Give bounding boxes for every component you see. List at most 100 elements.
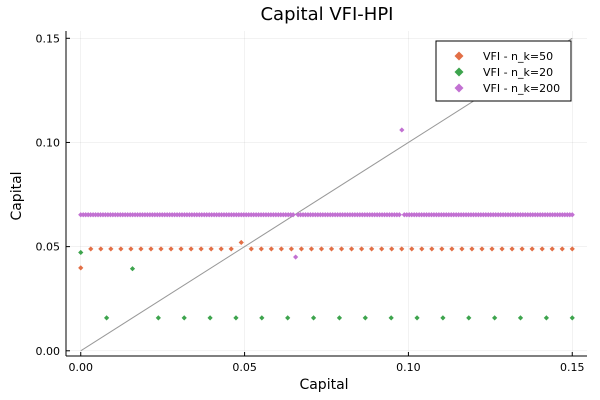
x-tick-label-0: 0.00 [68, 361, 93, 374]
series-1-point-11 [362, 315, 368, 321]
series-2 [78, 127, 575, 260]
series-0-point-45 [529, 246, 535, 252]
series-0-point-2 [98, 246, 104, 252]
series-0-point-0 [78, 265, 84, 271]
series-0-point-32 [399, 246, 405, 252]
series-1-point-12 [388, 315, 394, 321]
series-0-point-25 [328, 246, 335, 252]
series-0-point-26 [338, 246, 345, 252]
series-0-point-22 [298, 246, 305, 252]
series-2-point-199 [569, 212, 575, 218]
series-0-point-14 [218, 246, 224, 252]
series-0-point-3 [108, 246, 114, 252]
chart-title: Capital VFI-HPI [260, 4, 393, 25]
series-0-point-46 [539, 246, 545, 252]
series-1-point-8 [285, 315, 291, 321]
series-0-point-17 [248, 246, 254, 252]
legend: VFI - n_k=50 VFI - n_k=20 VFI - n_k=200 [435, 40, 572, 102]
grid-lines [66, 31, 587, 356]
series-0-point-4 [118, 246, 124, 252]
y-tick-label-2: 0.10 [36, 136, 61, 149]
y-tick-label-0: 0.00 [36, 345, 61, 358]
series-0-point-27 [348, 246, 355, 252]
series-1-point-10 [336, 315, 343, 321]
series-0-point-41 [489, 246, 495, 252]
series-0-point-15 [228, 246, 234, 252]
series-0-point-13 [208, 246, 214, 252]
x-tick-label-3: 0.15 [560, 361, 585, 374]
series-1-point-2 [129, 266, 136, 272]
series-0-point-9 [168, 246, 174, 252]
legend-label-2: VFI - n_k=200 [483, 82, 560, 95]
series-0-point-23 [308, 246, 315, 252]
series-0-point-30 [379, 246, 385, 252]
series-0-point-16 [238, 239, 244, 246]
series-0-point-7 [148, 246, 154, 252]
data-points [78, 127, 575, 321]
series-1 [78, 249, 575, 321]
series-1-point-13 [414, 315, 420, 321]
y-axis-label: Capital [9, 171, 25, 220]
series-1-point-9 [310, 315, 317, 321]
series-0-point-5 [128, 246, 134, 252]
series-0-point-28 [359, 246, 365, 252]
series-0-point-34 [419, 246, 425, 252]
series-1-point-14 [440, 315, 446, 321]
series-2-point-86 [290, 212, 296, 218]
series-0-point-11 [188, 246, 194, 252]
series-0-point-18 [258, 246, 264, 252]
series-1-point-4 [181, 315, 187, 321]
series-1-point-1 [104, 315, 110, 321]
x-tick-label-1: 0.05 [232, 361, 257, 374]
legend-label-1: VFI - n_k=20 [483, 66, 553, 79]
series-1-point-5 [207, 315, 213, 321]
series-1-point-3 [155, 315, 161, 321]
series-0-point-20 [278, 246, 284, 252]
series-1-point-17 [517, 315, 524, 321]
series-0-point-8 [158, 246, 164, 252]
series-1-point-18 [543, 315, 549, 321]
series-0-point-19 [268, 246, 274, 252]
series-0-point-21 [288, 246, 294, 252]
legend-label-0: VFI - n_k=50 [483, 50, 553, 63]
legend-marker-1 [454, 67, 464, 77]
y-tick-label-1: 0.05 [36, 241, 61, 254]
series-1-point-16 [492, 315, 498, 321]
series-1-point-0 [78, 249, 84, 256]
series-0-point-10 [178, 246, 184, 252]
series-2-point-87 [293, 254, 299, 260]
series-0-point-6 [138, 246, 144, 252]
series-0-point-42 [499, 246, 505, 252]
series-0-point-47 [549, 246, 555, 252]
series-1-point-19 [569, 315, 575, 321]
series-0-point-38 [459, 246, 465, 252]
series-0-point-37 [449, 246, 455, 252]
series-1-point-15 [466, 315, 472, 321]
axes [65, 31, 587, 357]
series-0-point-12 [198, 246, 204, 252]
y-tick-label-3: 0.15 [36, 32, 61, 45]
series-0 [78, 239, 575, 271]
series-0-point-35 [429, 246, 435, 252]
series-0-point-33 [409, 246, 415, 252]
series-0-point-44 [519, 246, 525, 252]
series-0-point-39 [469, 246, 475, 252]
series-0-point-1 [88, 246, 94, 252]
series-1-point-7 [259, 315, 265, 321]
series-2-point-129 [396, 212, 402, 218]
x-axis-label: Capital [299, 377, 348, 393]
series-0-point-31 [389, 246, 395, 252]
tick-labels: 0.00 0.05 0.10 0.15 0.00 0.05 0.10 0.15 [36, 32, 585, 374]
series-0-point-49 [569, 246, 575, 252]
x-tick-label-2: 0.10 [396, 361, 421, 374]
series-0-point-43 [509, 246, 515, 252]
legend-marker-2 [454, 83, 464, 93]
series-0-point-24 [318, 246, 325, 252]
series-0-point-48 [559, 246, 565, 252]
legend-marker-0 [454, 51, 464, 61]
series-1-point-6 [233, 315, 239, 321]
series-0-point-36 [439, 246, 445, 252]
series-2-point-130 [399, 127, 405, 133]
series-0-point-29 [369, 246, 375, 252]
